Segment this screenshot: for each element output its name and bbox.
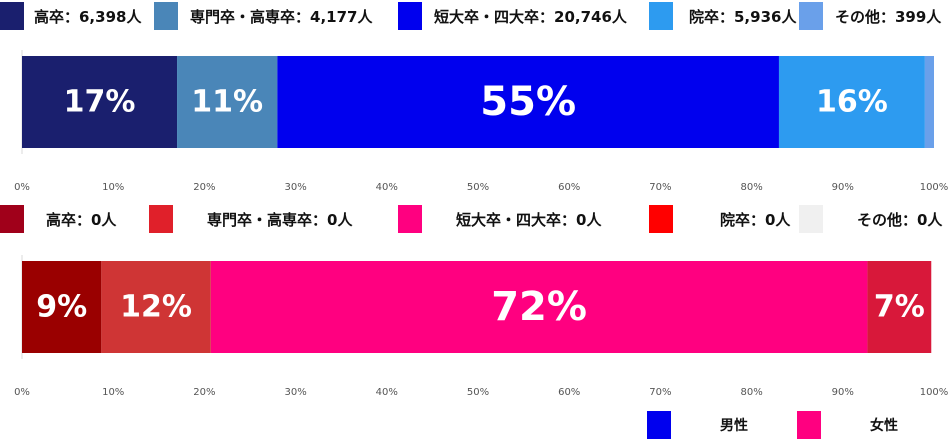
x-tick-label: 10%	[102, 387, 124, 398]
x-tick-label: 100%	[920, 182, 949, 193]
x-tick-label: 70%	[649, 387, 671, 398]
x-tick-label: 80%	[740, 387, 762, 398]
legend-swatch	[649, 2, 673, 30]
chart-female: 9% 12% 72% 7% 0% 10% 20% 30% 40% 50% 60% 70% 80% 90% 1…	[14, 255, 949, 398]
legend-swatch	[398, 205, 422, 233]
x-tick-label: 60%	[558, 182, 580, 193]
x-tick-label: 20%	[193, 387, 215, 398]
x-tick-label: 20%	[193, 182, 215, 193]
x-tick-label: 0%	[14, 182, 30, 193]
data-label: 16%	[816, 85, 888, 120]
bar-segment	[177, 56, 278, 148]
bar-segment	[101, 261, 211, 353]
x-tick-label: 100%	[920, 387, 949, 398]
x-tick-label: 90%	[832, 387, 854, 398]
legend-swatch	[0, 205, 24, 233]
legend-label: その他：399人	[835, 8, 942, 26]
chart-male: 17% 11% 55% 16% 0% 10% 20% 30% 40% 50% 60% 70% 80% 90…	[14, 50, 949, 193]
legend-swatch	[0, 2, 24, 30]
data-label: 12%	[120, 290, 192, 325]
legend-label: 院卒：0人	[720, 211, 791, 229]
legend-label: 専門卒・高専卒：4,177人	[190, 8, 373, 26]
legend-label: 高卒：0人	[46, 211, 117, 229]
series-legend: 男性 女性	[0, 410, 950, 439]
legend-label: 高卒：6,398人	[34, 8, 142, 26]
data-label: 9%	[36, 290, 87, 325]
bar-segment	[22, 261, 102, 353]
bar-segment	[924, 56, 934, 148]
x-tick-label: 30%	[284, 182, 306, 193]
x-tick-label: 10%	[102, 182, 124, 193]
legend-swatch	[797, 411, 821, 439]
bar-segment	[277, 56, 779, 148]
data-label: 7%	[874, 290, 925, 325]
legend-label: 男性	[720, 418, 748, 434]
legend-label: 院卒：5,936人	[689, 8, 797, 26]
legend-swatch	[647, 411, 671, 439]
legend-label: その他：0人	[857, 211, 943, 229]
x-tick-label: 80%	[740, 182, 762, 193]
legend-male: 高卒：6,398人 専門卒・高専卒：4,177人 短大卒・四大卒：20,746人…	[0, 1, 950, 31]
x-tick-label: 40%	[376, 387, 398, 398]
x-tick-label: 50%	[467, 387, 489, 398]
bar-segment	[210, 261, 868, 353]
x-tick-label: 60%	[558, 387, 580, 398]
legend-swatch	[149, 205, 173, 233]
legend-swatch	[799, 205, 823, 233]
data-label: 72%	[491, 284, 587, 330]
x-tick-label: 50%	[467, 182, 489, 193]
legend-label: 短大卒・四大卒：20,746人	[434, 8, 627, 26]
legend-swatch	[799, 2, 823, 30]
x-tick-label: 70%	[649, 182, 671, 193]
x-tick-label: 30%	[284, 387, 306, 398]
bar-segment	[778, 56, 925, 148]
legend-swatch	[398, 2, 422, 30]
data-label: 11%	[191, 85, 263, 120]
x-tick-label: 0%	[14, 387, 30, 398]
legend-swatch	[154, 2, 178, 30]
legend-label: 短大卒・四大卒：0人	[456, 211, 602, 229]
legend-label: 女性	[870, 418, 898, 434]
data-label: 17%	[64, 85, 136, 120]
legend-swatch	[649, 205, 673, 233]
x-tick-label: 90%	[832, 182, 854, 193]
x-tick-label: 40%	[376, 182, 398, 193]
bar-segment	[867, 261, 932, 353]
legend-label: 専門卒・高専卒：0人	[207, 211, 353, 229]
bar-segment	[22, 56, 178, 148]
data-label: 55%	[480, 79, 576, 125]
legend-female: 高卒：0人 専門卒・高専卒：0人 短大卒・四大卒：0人 院卒：0人 その他：0人	[0, 204, 950, 234]
